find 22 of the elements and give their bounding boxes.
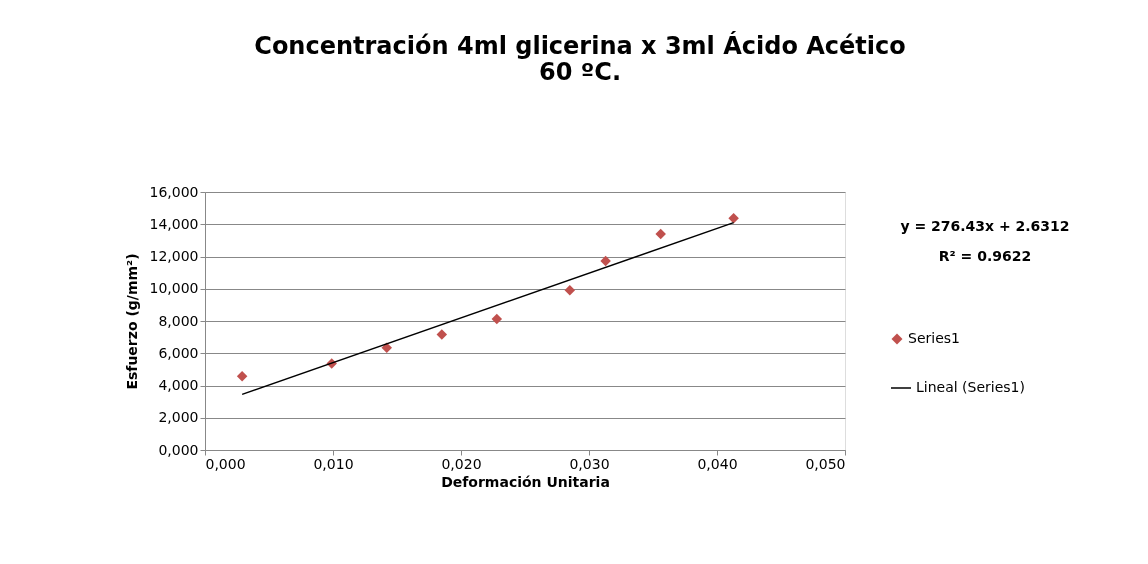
y-tick-label: 14,000	[149, 215, 199, 232]
x-tick-label: 0,040	[697, 455, 738, 472]
y-tick-label: 0,000	[158, 441, 199, 458]
x-tick-label: 0,020	[441, 455, 482, 472]
y-tick-label: 16,000	[149, 183, 199, 200]
y-tick-label: 6,000	[158, 344, 199, 361]
x-axis-title: Deformación Unitaria	[441, 473, 610, 490]
y-tick-label: 12,000	[149, 248, 199, 264]
legend-label: Lineal (Series1)	[916, 379, 1025, 395]
x-tick-label: 0,030	[569, 455, 610, 472]
y-axis-title: Esfuerzo (g/mm²)	[123, 253, 140, 390]
chart-title: Concentración 4ml glicerina x 3ml Ácido Acético 60 ºC.	[254, 31, 906, 86]
text: R² = 0.9622	[938, 248, 1032, 264]
y-tick-label: 4,000	[158, 377, 199, 393]
text: y = 276.43x + 2.6312	[900, 218, 1070, 234]
x-tick-label: 0,010	[313, 455, 354, 472]
x-tick-label: 0,000	[205, 455, 246, 472]
y-tick-label: 10,000	[149, 280, 199, 297]
legend-label: Series1	[908, 330, 960, 346]
x-tick-label: 0,050	[805, 455, 846, 472]
y-tick-label: 2,000	[158, 409, 199, 426]
y-tick-label: 8,000	[158, 312, 199, 329]
